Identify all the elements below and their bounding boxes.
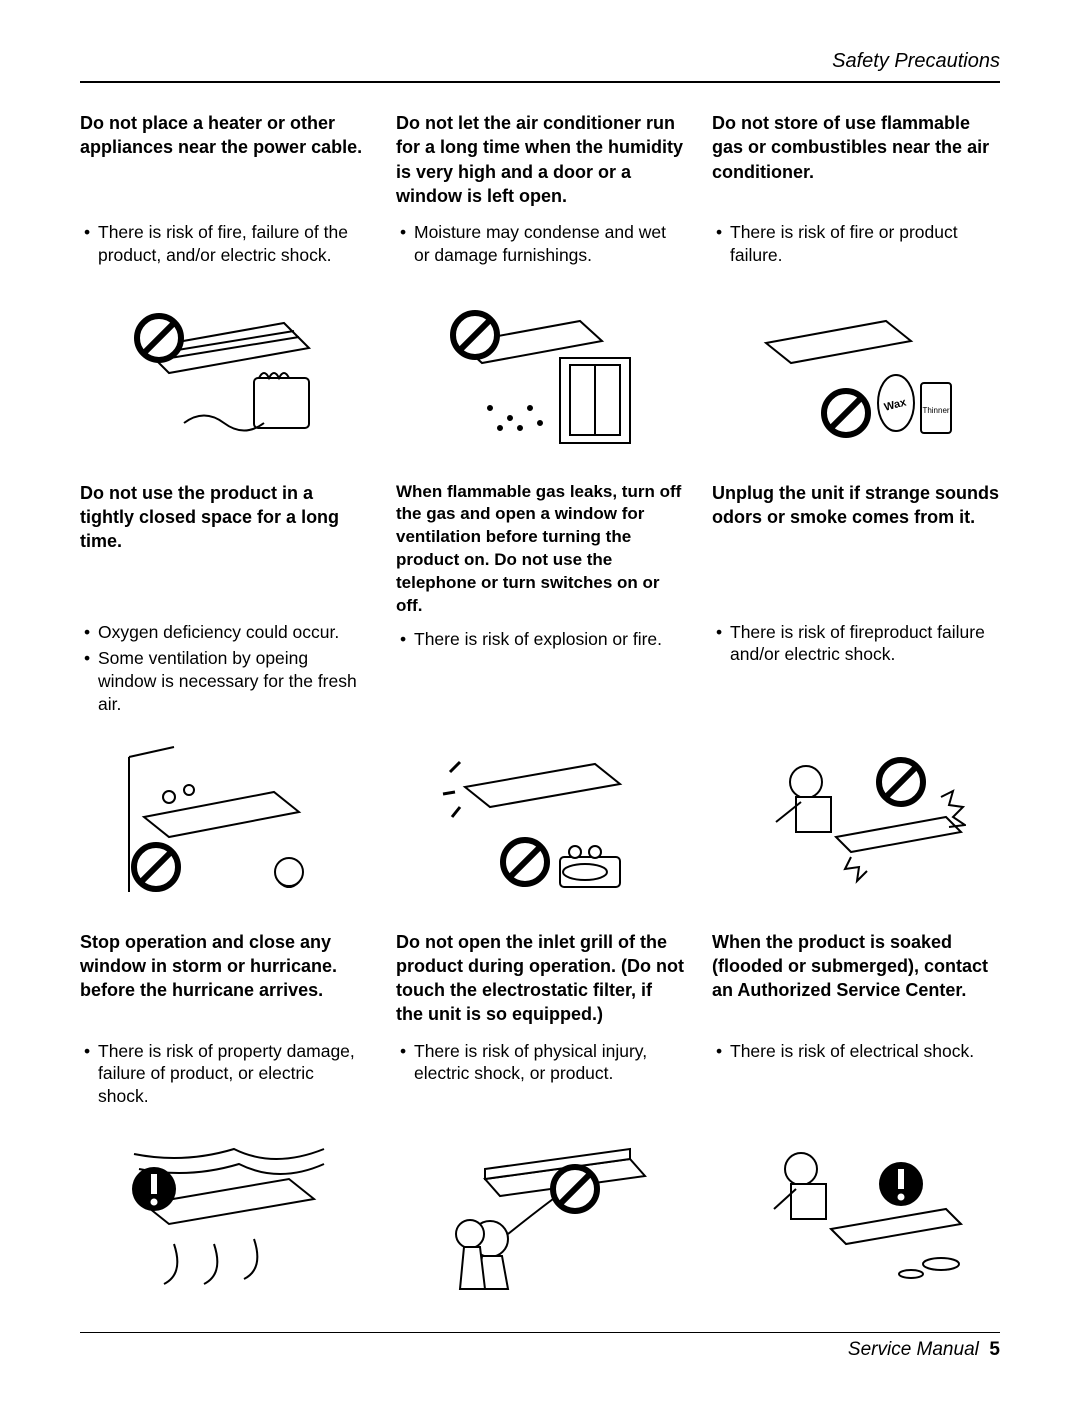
item-illustration bbox=[396, 730, 684, 920]
svg-text:Thinner: Thinner bbox=[922, 406, 949, 415]
bullet: There is risk of property damage, failur… bbox=[80, 1040, 368, 1108]
item-illustration bbox=[80, 730, 368, 920]
item-illustration bbox=[712, 730, 1000, 920]
item-illustration: Wax Thinner bbox=[712, 281, 1000, 471]
footer-rule bbox=[80, 1332, 1000, 1333]
item-bullets: There is risk of fire, failure of the pr… bbox=[80, 221, 368, 271]
prohibit-icon bbox=[553, 1167, 597, 1211]
item-illustration bbox=[80, 1122, 368, 1312]
item-heading: Do not let the air conditioner run for a… bbox=[396, 111, 684, 211]
bullet: There is risk of fire, failure of the pr… bbox=[80, 221, 368, 267]
illustration-unplug-smoke bbox=[746, 742, 966, 902]
prohibit-icon bbox=[134, 845, 178, 889]
item-heading-block: Do not place a heater or other appliance… bbox=[80, 111, 368, 271]
bullet: There is risk of physical injury, electr… bbox=[396, 1040, 684, 1086]
illustration-inlet-grill bbox=[430, 1134, 650, 1294]
illustration-heater-near-cable bbox=[114, 293, 334, 453]
item-heading: Do not store of use flammable gas or com… bbox=[712, 111, 1000, 211]
item-heading-block: Do not open the inlet grill of the produ… bbox=[396, 930, 684, 1112]
prohibit-icon bbox=[503, 840, 547, 884]
item-heading-block: Stop operation and close any window in s… bbox=[80, 930, 368, 1112]
item-heading: When the product is soaked (flooded or s… bbox=[712, 930, 1000, 1030]
prohibit-icon bbox=[879, 760, 923, 804]
illustration-closed-space bbox=[114, 742, 334, 902]
item-heading-block: Do not use the product in a tightly clos… bbox=[80, 481, 368, 720]
illustration-flooded-contact-service bbox=[746, 1134, 966, 1294]
bullet: There is risk of explosion or fire. bbox=[396, 628, 684, 651]
item-bullets: There is risk of fireproduct failure and… bbox=[712, 621, 1000, 671]
section-header: Safety Precautions bbox=[80, 50, 1000, 83]
item-illustration bbox=[396, 281, 684, 471]
illustration-open-window-humidity bbox=[430, 293, 650, 453]
alert-icon bbox=[132, 1167, 176, 1211]
item-heading-block: Do not let the air conditioner run for a… bbox=[396, 111, 684, 271]
alert-icon bbox=[879, 1162, 923, 1206]
footer-label: Service Manual bbox=[848, 1339, 979, 1360]
item-heading: Stop operation and close any window in s… bbox=[80, 930, 368, 1030]
item-bullets: There is risk of physical injury, electr… bbox=[396, 1040, 684, 1090]
precautions-grid: Do not place a heater or other appliance… bbox=[80, 111, 1000, 1312]
page-footer: Service Manual 5 bbox=[80, 1339, 1000, 1361]
bullet: Oxygen deficiency could occur. bbox=[80, 621, 368, 644]
page-number: 5 bbox=[989, 1339, 1000, 1360]
item-heading: When flammable gas leaks, turn off the g… bbox=[396, 481, 684, 619]
item-heading: Do not use the product in a tightly clos… bbox=[80, 481, 368, 611]
bullet: Moisture may condense and wet or damage … bbox=[396, 221, 684, 267]
illustration-flammable-near-unit: Wax Thinner bbox=[746, 293, 966, 453]
item-heading-block: Do not store of use flammable gas or com… bbox=[712, 111, 1000, 271]
prohibit-icon bbox=[137, 316, 181, 360]
illustration-storm-hurricane bbox=[114, 1134, 334, 1294]
bullet: There is risk of fire or product failure… bbox=[712, 221, 1000, 267]
item-heading: Do not place a heater or other appliance… bbox=[80, 111, 368, 211]
item-heading-block: When the product is soaked (flooded or s… bbox=[712, 930, 1000, 1112]
item-bullets: There is risk of property damage, failur… bbox=[80, 1040, 368, 1112]
item-bullets: Moisture may condense and wet or damage … bbox=[396, 221, 684, 271]
item-bullets: There is risk of explosion or fire. bbox=[396, 628, 684, 655]
item-heading: Do not open the inlet grill of the produ… bbox=[396, 930, 684, 1030]
item-illustration bbox=[80, 281, 368, 471]
item-bullets: Oxygen deficiency could occur. Some vent… bbox=[80, 621, 368, 720]
bullet: There is risk of fireproduct failure and… bbox=[712, 621, 1000, 667]
illustration-gas-leak bbox=[430, 742, 650, 902]
prohibit-icon bbox=[824, 391, 868, 435]
item-illustration bbox=[712, 1122, 1000, 1312]
bullet: There is risk of electrical shock. bbox=[712, 1040, 1000, 1063]
prohibit-icon bbox=[453, 313, 497, 357]
item-heading-block: When flammable gas leaks, turn off the g… bbox=[396, 481, 684, 720]
section-title: Safety Precautions bbox=[832, 50, 1000, 72]
bullet: Some ventilation by opeing window is nec… bbox=[80, 647, 368, 715]
item-heading-block: Unplug the unit if strange sounds odors … bbox=[712, 481, 1000, 720]
item-bullets: There is risk of fire or product failure… bbox=[712, 221, 1000, 271]
item-bullets: There is risk of electrical shock. bbox=[712, 1040, 1000, 1067]
item-illustration bbox=[396, 1122, 684, 1312]
item-heading: Unplug the unit if strange sounds odors … bbox=[712, 481, 1000, 611]
